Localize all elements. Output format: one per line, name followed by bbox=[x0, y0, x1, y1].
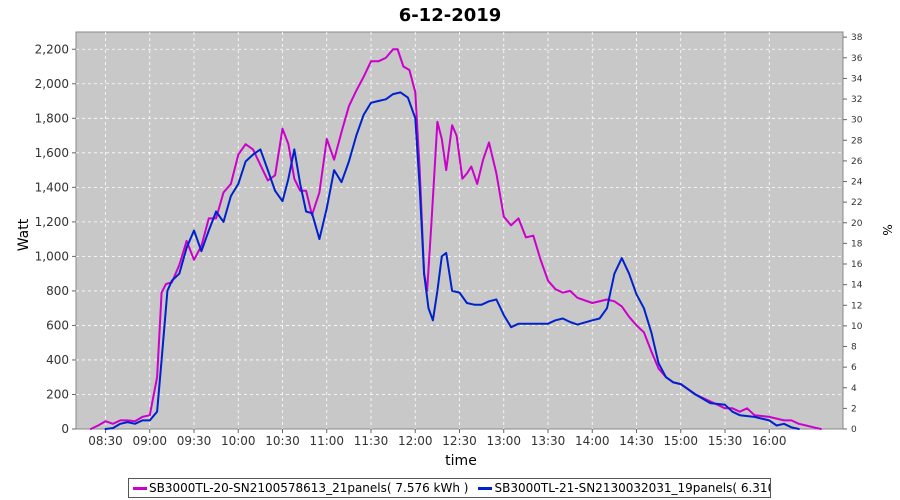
y2-axis-label: % bbox=[880, 224, 894, 235]
x-tick-label: 12:00 bbox=[398, 434, 433, 448]
y-tick-label: 1,000 bbox=[35, 249, 69, 263]
y2-tick-label: 4 bbox=[851, 384, 857, 394]
legend-swatch-series-1 bbox=[133, 486, 147, 490]
y2-tick-label: 18 bbox=[851, 239, 863, 249]
y2-tick-label: 14 bbox=[851, 281, 863, 291]
legend-swatch-series-2 bbox=[478, 486, 493, 490]
x-tick-label: 12:30 bbox=[442, 434, 477, 448]
x-tick-label: 13:00 bbox=[486, 434, 521, 448]
y2-tick-label: 28 bbox=[851, 136, 863, 146]
y2-tick-label: 32 bbox=[851, 95, 862, 105]
y2-tick-label: 38 bbox=[851, 33, 863, 43]
series-layer bbox=[89, 48, 822, 430]
y-tick-label: 1,800 bbox=[35, 111, 69, 125]
y-tick-label: 2,000 bbox=[35, 77, 69, 91]
chart-title: 6-12-2019 bbox=[399, 5, 502, 26]
x-tick-label: 15:30 bbox=[708, 434, 743, 448]
y2-tick-label: 10 bbox=[851, 322, 863, 332]
x-tick-label: 13:30 bbox=[531, 434, 566, 448]
legend-label-series-2: SB3000TL-21-SN2130032031_19panels( 6.310… bbox=[494, 481, 770, 495]
y2-tick-label: 24 bbox=[851, 178, 863, 188]
y2-tick-label: 30 bbox=[851, 116, 863, 126]
y-tick-label: 200 bbox=[46, 387, 69, 401]
legend: SB3000TL-20-SN2100578613_21panels( 7.576… bbox=[128, 478, 771, 498]
series-line-2 bbox=[104, 91, 800, 430]
y2-tick-label: 16 bbox=[851, 260, 863, 270]
y-tick-label: 1,200 bbox=[35, 215, 69, 229]
y-tick-label: 0 bbox=[61, 422, 69, 436]
y2-tick-label: 12 bbox=[851, 301, 862, 311]
x-tick-label: 15:00 bbox=[663, 434, 698, 448]
y2-tick-label: 36 bbox=[851, 54, 863, 64]
y2-tick-label: 8 bbox=[851, 343, 857, 353]
y2-tick-label: 6 bbox=[851, 363, 857, 373]
x-tick-label: 11:00 bbox=[309, 434, 344, 448]
y-tick-label: 800 bbox=[46, 284, 69, 298]
y-tick-label: 2,200 bbox=[35, 42, 69, 56]
legend-item-series-1[interactable]: SB3000TL-20-SN2100578613_21panels( 7.576… bbox=[133, 481, 468, 495]
x-axis-label: time bbox=[445, 453, 477, 469]
legend-label-series-1: SB3000TL-20-SN2100578613_21panels( 7.576… bbox=[149, 481, 469, 495]
x-tick-label: 08:30 bbox=[88, 434, 123, 448]
y2-tick-label: 2 bbox=[851, 404, 857, 414]
y-tick-label: 1,400 bbox=[35, 180, 69, 194]
axes: 02004006008001,0001,2001,4001,6001,8002,… bbox=[35, 33, 863, 448]
y2-tick-label: 26 bbox=[851, 157, 863, 167]
y-tick-label: 400 bbox=[46, 353, 69, 367]
legend-item-series-2[interactable]: SB3000TL-21-SN2130032031_19panels( 6.310… bbox=[478, 481, 770, 495]
x-tick-label: 16:00 bbox=[752, 434, 787, 448]
y2-tick-label: 0 bbox=[851, 425, 857, 435]
y2-tick-label: 34 bbox=[851, 74, 863, 84]
y-tick-label: 600 bbox=[46, 318, 69, 332]
y-tick-label: 1,600 bbox=[35, 146, 69, 160]
y2-tick-label: 22 bbox=[851, 198, 862, 208]
x-tick-label: 09:00 bbox=[132, 434, 167, 448]
x-tick-label: 09:30 bbox=[177, 434, 212, 448]
x-tick-label: 14:00 bbox=[575, 434, 610, 448]
x-tick-label: 14:30 bbox=[619, 434, 654, 448]
y2-tick-label: 20 bbox=[851, 219, 863, 229]
gridlines bbox=[76, 32, 843, 429]
x-tick-label: 11:30 bbox=[354, 434, 389, 448]
y-axis-label: Watt bbox=[16, 218, 32, 251]
x-tick-label: 10:00 bbox=[221, 434, 256, 448]
x-tick-label: 10:30 bbox=[265, 434, 300, 448]
